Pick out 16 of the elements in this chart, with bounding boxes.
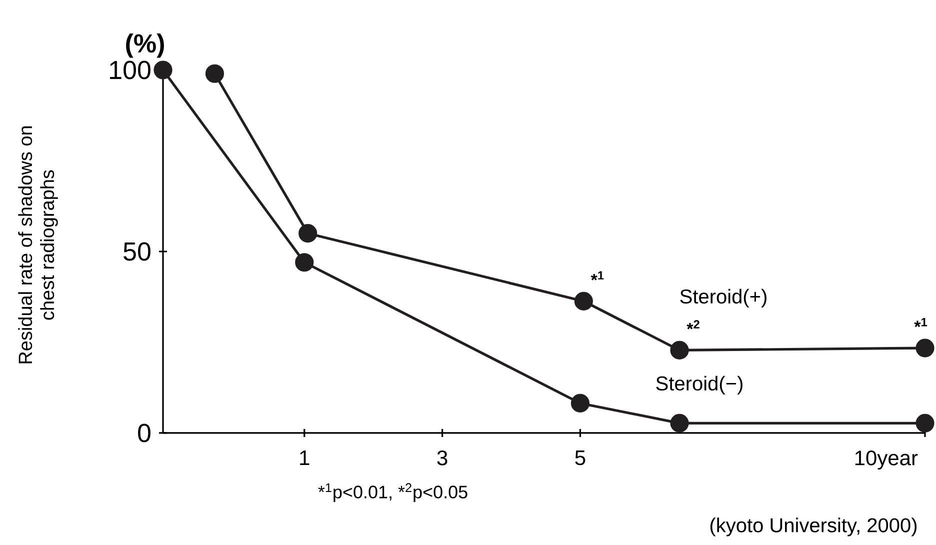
x-tick-label: 3: [437, 450, 448, 466]
series-label: Steroid(+): [680, 288, 766, 308]
y-axis-title: Residual rate of shadows on chest radiographs: [18, 126, 58, 364]
x-tick-label: 1: [300, 450, 310, 465]
annotation: *$^{2}$: [686, 320, 700, 330]
y-tick-label: 0: [138, 424, 150, 442]
y-tick-label: 50: [124, 242, 150, 261]
text: (%): [126, 34, 164, 58]
series-label: Steroid(−): [656, 376, 742, 394]
y-tick-label: 100: [110, 60, 150, 80]
annotation: *$^{1}$: [590, 271, 604, 280]
text: *$^{1}$p<0.01, *$^{2}$p<0.05: [318, 483, 468, 502]
text: (kyoto University, 2000): [710, 518, 917, 536]
annotation: *$^{1}$: [914, 318, 928, 328]
x-tick-label: 5: [575, 450, 586, 466]
x-tick-label: 10year: [855, 450, 918, 470]
